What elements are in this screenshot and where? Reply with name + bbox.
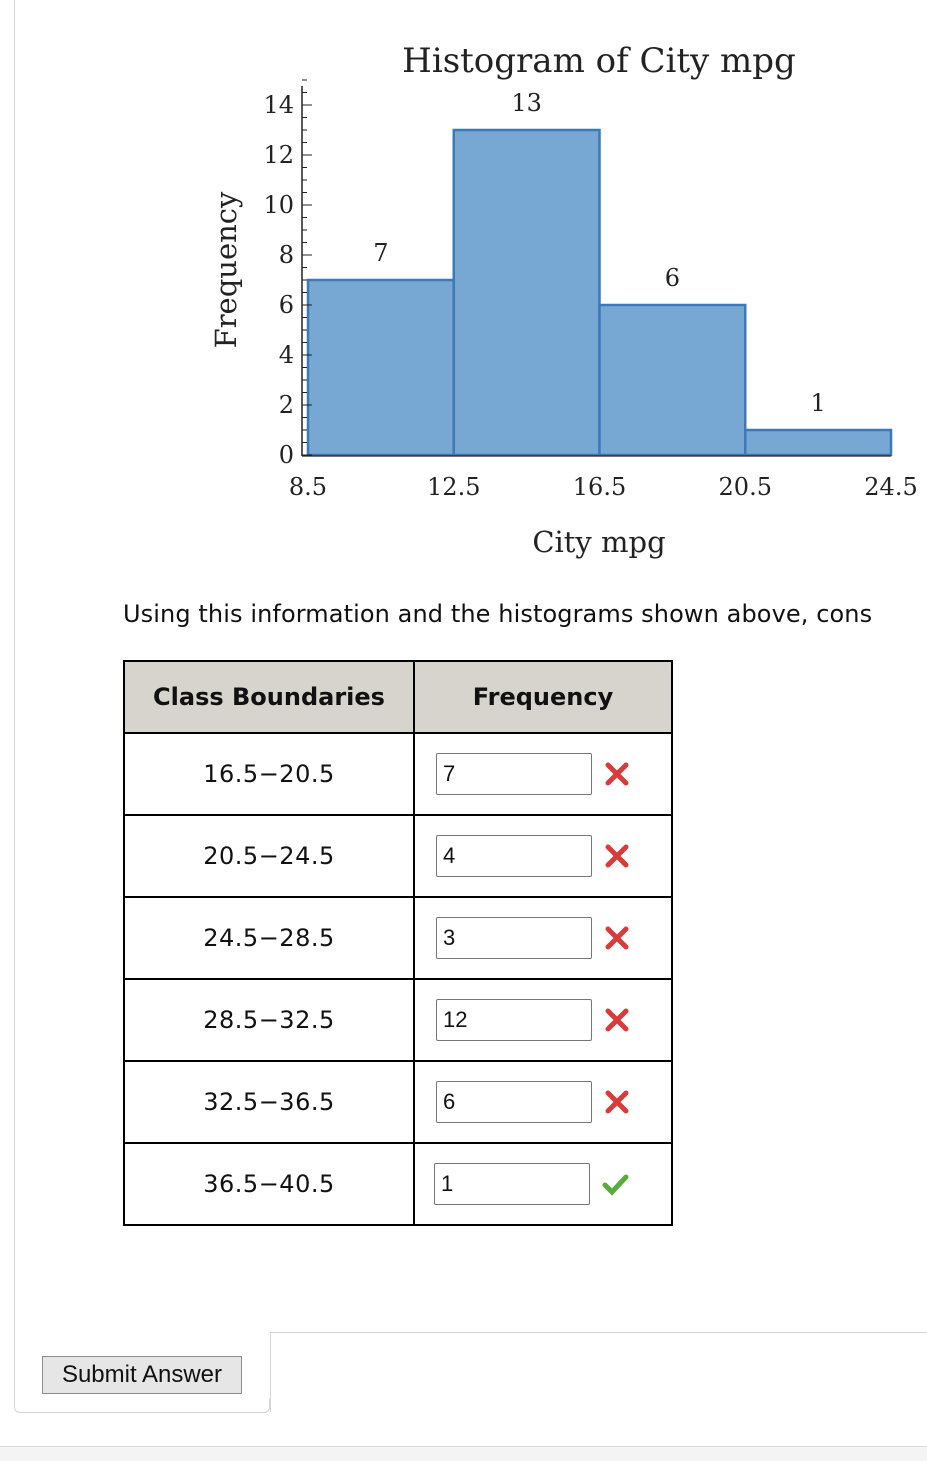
histogram-bar bbox=[452, 128, 601, 457]
frequency-input[interactable] bbox=[436, 835, 592, 877]
x-tick-label: 24.5 bbox=[864, 473, 917, 501]
y-tick-label: 12 bbox=[263, 141, 294, 169]
y-tick-label: 6 bbox=[279, 291, 294, 319]
frequency-input[interactable] bbox=[436, 753, 592, 795]
check-icon bbox=[602, 1174, 629, 1196]
header-frequency: Frequency bbox=[413, 660, 673, 734]
y-tick-label: 2 bbox=[279, 391, 294, 419]
next-card-border bbox=[270, 1332, 927, 1333]
histogram-bar bbox=[306, 278, 455, 457]
table-row: 20.5−24.5 bbox=[123, 814, 673, 898]
card-border bbox=[14, 0, 15, 1400]
y-tick-label: 10 bbox=[263, 191, 294, 219]
table-row: 28.5−32.5 bbox=[123, 978, 673, 1062]
class-boundary-cell: 32.5−36.5 bbox=[123, 1060, 415, 1144]
frequency-cell bbox=[413, 978, 673, 1062]
next-card-divider bbox=[270, 1332, 271, 1412]
frequency-cell bbox=[413, 1060, 673, 1144]
table-row: 24.5−28.5 bbox=[123, 896, 673, 980]
table-row: 32.5−36.5 bbox=[123, 1060, 673, 1144]
frequency-cell bbox=[413, 896, 673, 980]
cross-icon bbox=[605, 844, 629, 868]
frequency-cell bbox=[413, 814, 673, 898]
cross-icon bbox=[605, 1090, 629, 1114]
frequency-table: Class Boundaries Frequency 16.5−20.520.5… bbox=[123, 660, 673, 1226]
chart-title: Histogram of City mpg bbox=[402, 41, 796, 81]
x-axis-label: City mpg bbox=[532, 525, 665, 559]
y-tick-label: 14 bbox=[263, 91, 294, 119]
x-tick-label: 8.5 bbox=[289, 473, 327, 501]
histogram-chart: Histogram of City mpg City mpg Frequency… bbox=[209, 41, 918, 559]
class-boundary-cell: 24.5−28.5 bbox=[123, 896, 415, 980]
bar-data-label: 6 bbox=[665, 264, 680, 292]
x-tick-label: 20.5 bbox=[719, 473, 772, 501]
y-tick-label: 8 bbox=[279, 241, 294, 269]
y-axis-label: Frequency bbox=[209, 191, 243, 348]
card-bottom-border bbox=[14, 1399, 270, 1413]
table-row: 16.5−20.5 bbox=[123, 732, 673, 816]
bar-data-label: 13 bbox=[511, 89, 542, 117]
y-tick-label: 0 bbox=[279, 441, 294, 469]
submit-answer-button[interactable]: Submit Answer bbox=[42, 1356, 242, 1394]
header-class-boundaries: Class Boundaries bbox=[123, 660, 415, 734]
frequency-input[interactable] bbox=[434, 1163, 590, 1205]
page-footer-strip bbox=[0, 1446, 927, 1461]
x-tick-label: 16.5 bbox=[573, 473, 626, 501]
histogram-bar bbox=[744, 428, 893, 457]
class-boundary-cell: 36.5−40.5 bbox=[123, 1142, 415, 1226]
class-boundary-cell: 16.5−20.5 bbox=[123, 732, 415, 816]
instruction-text: Using this information and the histogram… bbox=[123, 600, 873, 628]
class-boundary-cell: 28.5−32.5 bbox=[123, 978, 415, 1062]
cross-icon bbox=[605, 1008, 629, 1032]
frequency-input[interactable] bbox=[436, 1081, 592, 1123]
bar-data-label: 1 bbox=[810, 389, 825, 417]
frequency-input[interactable] bbox=[436, 917, 592, 959]
frequency-cell bbox=[413, 1142, 673, 1226]
table-row: 36.5−40.5 bbox=[123, 1142, 673, 1226]
y-tick-label: 4 bbox=[279, 341, 294, 369]
class-boundary-cell: 20.5−24.5 bbox=[123, 814, 415, 898]
x-tick-label: 12.5 bbox=[427, 473, 480, 501]
bar-data-label: 7 bbox=[373, 239, 388, 267]
histogram-bar bbox=[598, 303, 747, 457]
frequency-cell bbox=[413, 732, 673, 816]
cross-icon bbox=[605, 926, 629, 950]
cross-icon bbox=[605, 762, 629, 786]
frequency-input[interactable] bbox=[436, 999, 592, 1041]
